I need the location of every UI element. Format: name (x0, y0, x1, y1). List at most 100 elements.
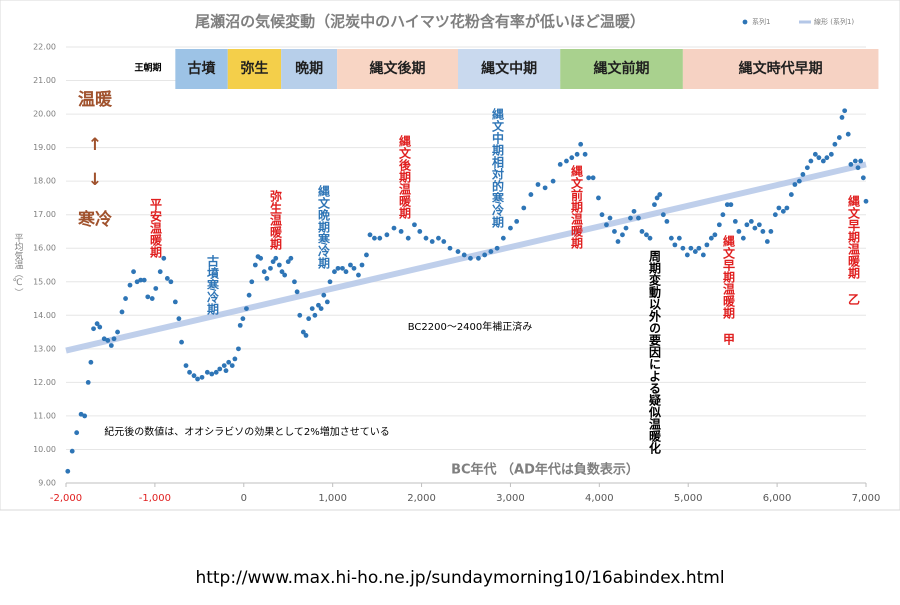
data-point (824, 155, 830, 161)
data-point (494, 245, 500, 251)
data-point (108, 343, 114, 348)
data-point (461, 252, 467, 258)
data-point (752, 225, 758, 231)
data-point (756, 222, 762, 228)
data-point (514, 219, 520, 224)
data-point (796, 178, 802, 184)
data-point (187, 369, 192, 375)
data-point (321, 292, 327, 298)
data-point (91, 326, 96, 332)
data-point (812, 151, 818, 157)
data-point (398, 229, 404, 234)
data-point (324, 299, 330, 305)
y-tick-label: 16.00 (33, 244, 56, 253)
data-point (303, 333, 309, 338)
data-point (82, 413, 88, 419)
data-point (500, 235, 506, 241)
data-point (447, 245, 453, 251)
y-tick-label: 10.00 (33, 445, 56, 454)
data-point (213, 369, 219, 375)
data-point (631, 208, 637, 214)
annotation: ↓ (88, 170, 102, 190)
data-point (74, 430, 80, 436)
data-point (748, 219, 754, 224)
data-point (179, 339, 184, 345)
data-point (204, 369, 210, 375)
data-point (161, 255, 167, 261)
data-point (221, 363, 227, 369)
data-point (340, 265, 345, 271)
data-point (183, 363, 189, 369)
x-tick-label: 1,000 (318, 493, 347, 504)
data-point (708, 235, 714, 241)
data-point (615, 239, 621, 244)
data-point (306, 316, 312, 322)
data-point (372, 235, 377, 241)
data-point (768, 229, 774, 234)
data-point (728, 202, 734, 208)
data-point (273, 255, 279, 261)
data-point (476, 255, 481, 261)
data-point (94, 321, 100, 327)
data-point (839, 115, 845, 120)
data-point (252, 262, 258, 268)
data-point (647, 235, 653, 241)
y-tick-label: 15.00 (33, 277, 56, 286)
data-point (644, 232, 649, 238)
data-point (232, 356, 238, 362)
data-point (628, 215, 633, 221)
data-point (664, 219, 670, 224)
data-point (384, 232, 390, 238)
y-tick-label: 19.00 (33, 143, 56, 152)
data-point (351, 265, 357, 271)
data-point (115, 329, 120, 335)
trend-line (65, 161, 867, 354)
data-point (740, 235, 746, 241)
data-point (482, 252, 488, 258)
data-point (127, 282, 133, 288)
data-point (820, 158, 826, 164)
annotation: 弥生温暖期 (269, 189, 283, 251)
y-tick-label: 11.00 (33, 411, 56, 420)
data-point (145, 294, 151, 300)
data-point (557, 161, 563, 167)
data-point (312, 312, 318, 318)
data-point (764, 239, 770, 244)
period-band (227, 49, 282, 89)
data-point (852, 158, 858, 164)
data-point (845, 131, 851, 137)
period-label: 古墳 (188, 60, 217, 77)
data-point (65, 468, 71, 474)
data-point (69, 448, 75, 454)
data-point (85, 379, 91, 385)
data-point (808, 158, 814, 164)
period-label: 晩期 (295, 60, 323, 77)
data-point (294, 289, 300, 295)
source-url: http://www.max.hi-ho.ne.jp/sundaymorning… (195, 568, 724, 588)
data-point (276, 262, 282, 268)
data-point (172, 299, 178, 305)
data-point (590, 175, 596, 181)
annotation: 縄文中期相対的寒冷期 (491, 107, 505, 229)
data-point (141, 277, 147, 283)
period-band (458, 49, 561, 89)
data-point (88, 359, 94, 365)
data-point (636, 215, 641, 221)
data-point (620, 232, 625, 238)
data-point (780, 208, 786, 214)
data-point (157, 269, 163, 275)
x-tick-label: 6,000 (763, 493, 792, 504)
data-point (639, 229, 645, 234)
period-band (682, 49, 879, 89)
annotation: 縄文早期温暖期 乙 (847, 194, 861, 305)
data-point (688, 245, 694, 251)
data-point (309, 306, 315, 311)
data-point (101, 336, 107, 342)
data-point (858, 158, 864, 164)
data-point (599, 212, 605, 218)
y-tick-label: 21.00 (33, 76, 56, 85)
data-point (684, 252, 690, 258)
data-point (657, 192, 663, 197)
data-point (264, 276, 270, 281)
data-point (696, 245, 702, 251)
